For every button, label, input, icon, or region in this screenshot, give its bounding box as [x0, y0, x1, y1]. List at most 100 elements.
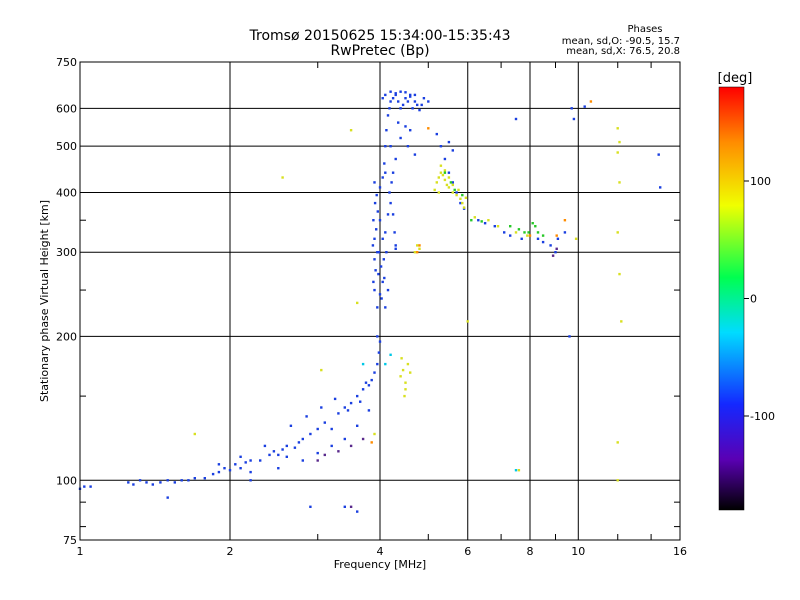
- data-point: [381, 237, 384, 240]
- data-point: [337, 450, 340, 453]
- data-point: [389, 201, 392, 205]
- data-point: [416, 251, 419, 254]
- data-point: [397, 121, 400, 124]
- data-point: [203, 477, 206, 480]
- colorbar-tick-label: -100: [750, 410, 775, 423]
- data-point: [447, 140, 451, 144]
- data-point: [411, 107, 414, 110]
- data-point: [228, 469, 232, 472]
- data-point: [447, 171, 451, 174]
- colorbar: [718, 86, 745, 511]
- data-point: [386, 114, 390, 117]
- data-point: [223, 467, 226, 470]
- data-point: [193, 477, 196, 480]
- data-point: [372, 219, 375, 222]
- data-point: [464, 196, 468, 199]
- data-point: [473, 216, 476, 219]
- data-point: [349, 505, 353, 508]
- data-point: [406, 362, 410, 366]
- data-point: [461, 201, 464, 205]
- data-point: [389, 145, 392, 148]
- data-point: [281, 448, 284, 451]
- data-point: [406, 145, 410, 148]
- data-point: [404, 388, 407, 391]
- data-point: [443, 169, 447, 172]
- data-point: [356, 394, 359, 398]
- data-point: [376, 251, 379, 254]
- data-point: [281, 176, 284, 179]
- data-point: [399, 90, 402, 93]
- data-point: [384, 306, 387, 309]
- data-point: [138, 479, 142, 482]
- data-point: [375, 228, 378, 231]
- data-point: [376, 306, 379, 309]
- data-point: [323, 421, 326, 424]
- data-point: [323, 453, 326, 457]
- stats-line-x: mean, sd,X: 76.5, 20.8: [566, 46, 680, 57]
- data-point: [555, 247, 558, 250]
- data-point: [451, 181, 454, 184]
- data-point: [301, 459, 304, 462]
- data-point: [386, 213, 390, 216]
- data-point: [422, 97, 426, 100]
- data-point: [301, 437, 304, 441]
- data-point: [377, 351, 381, 354]
- data-point: [397, 100, 400, 103]
- data-point: [316, 451, 319, 455]
- data-point: [433, 188, 436, 192]
- data-point: [384, 231, 387, 234]
- data-point: [447, 186, 451, 189]
- data-point: [370, 378, 373, 382]
- data-point: [404, 91, 407, 94]
- data-point: [526, 234, 529, 237]
- data-point: [445, 183, 449, 187]
- x-tick-label: 4: [377, 545, 384, 558]
- data-point: [416, 103, 419, 107]
- data-point: [618, 272, 621, 276]
- data-point: [589, 100, 593, 103]
- data-point: [378, 293, 382, 296]
- data-point: [394, 244, 397, 247]
- data-point: [382, 258, 385, 261]
- data-point: [364, 381, 368, 384]
- data-point: [416, 244, 419, 247]
- y-tick-label: 500: [56, 140, 77, 153]
- data-point: [618, 181, 621, 184]
- data-point: [466, 320, 469, 323]
- x-tick-label: 16: [673, 545, 687, 558]
- y-tick-label: 750: [56, 56, 77, 69]
- colorbar-ticks: 100 0 -100: [744, 175, 775, 423]
- data-point: [346, 409, 350, 412]
- x-tick-label: 2: [227, 545, 234, 558]
- data-point: [333, 397, 337, 401]
- data-point: [413, 100, 417, 103]
- data-point: [514, 117, 518, 121]
- data-point: [563, 231, 567, 234]
- data-point: [293, 446, 297, 449]
- data-point: [376, 210, 379, 213]
- data-point: [459, 197, 462, 200]
- data-point: [309, 432, 312, 436]
- data-point: [451, 183, 454, 187]
- data-point: [316, 427, 319, 431]
- data-point: [409, 129, 412, 132]
- x-tick-label: 10: [571, 545, 585, 558]
- data-point: [413, 153, 417, 156]
- data-point: [385, 129, 388, 132]
- data-point: [193, 432, 196, 436]
- data-point: [373, 181, 376, 184]
- data-point: [409, 371, 412, 374]
- data-point: [272, 450, 276, 453]
- data-point: [83, 485, 86, 488]
- data-point: [616, 231, 619, 234]
- data-point: [441, 173, 445, 177]
- data-point: [384, 145, 387, 148]
- data-point: [413, 93, 417, 97]
- data-point: [373, 237, 376, 240]
- data-point: [320, 406, 323, 409]
- data-point: [443, 157, 447, 161]
- data-point: [343, 437, 346, 441]
- data-point: [367, 384, 371, 387]
- data-point: [583, 105, 586, 108]
- data-point: [470, 219, 473, 222]
